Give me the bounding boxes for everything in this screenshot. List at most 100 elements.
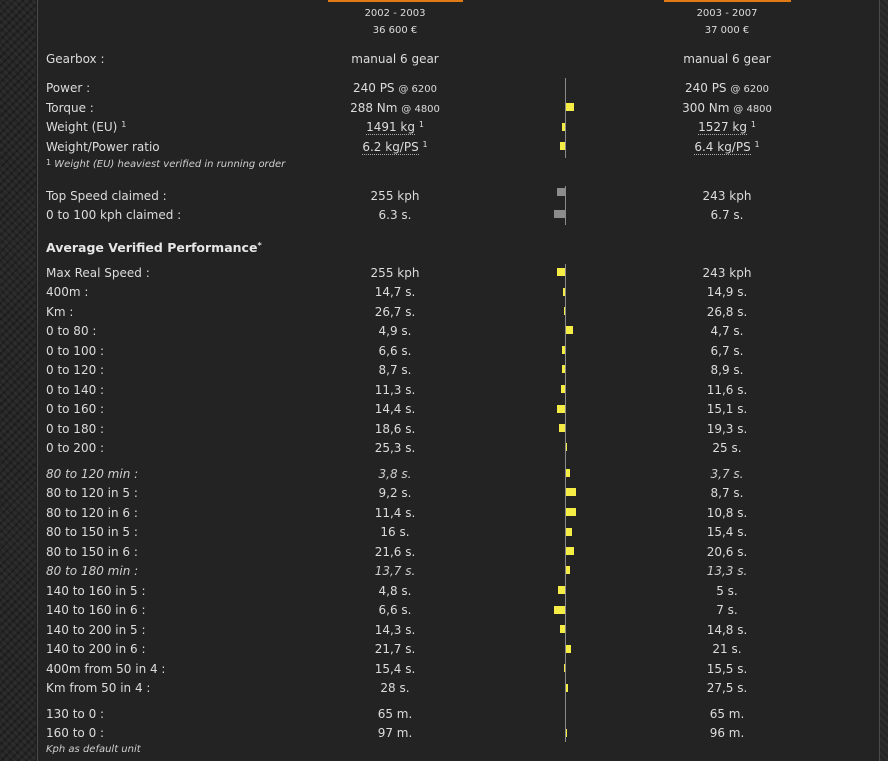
car1-performance-value: 11,4 s. (374, 506, 416, 520)
car2-torque-rpm: @ 4800 (733, 104, 772, 115)
car2-performance-value: 3,7 s. (710, 467, 744, 481)
car1-ratio[interactable]: 6.2 kg/PS 1 (310, 140, 480, 155)
performance-row-label: 0 to 200 : (46, 441, 105, 455)
performance-row-label: 80 to 120 min : (46, 467, 139, 481)
car2-ratio-value[interactable]: 6.4 kg/PS (694, 140, 751, 155)
car1-performance-value: 4,8 s. (378, 584, 412, 598)
car2-torque-value: 300 Nm (682, 101, 730, 115)
car1-performance-value: 28 s. (380, 681, 410, 695)
performance-row-label: 400m : (46, 285, 89, 299)
car1-performance-value: 13,7 s. (374, 564, 416, 578)
braking-row-label: 160 to 0 : (46, 726, 105, 740)
car2-performance-value: 19,3 s. (706, 422, 748, 436)
car1-performance-value: 18,6 s. (374, 422, 416, 436)
footnote-mark: 1 (46, 158, 52, 167)
performance-row-label: 80 to 150 in 6 : (46, 545, 138, 559)
car2-power: 240 PS @ 6200 (642, 81, 812, 97)
car2-performance-value: 20,6 s. (706, 545, 748, 559)
performance-row-label: 140 to 160 in 6 : (46, 603, 146, 617)
car2-accel-claimed: 6.7 s. (710, 208, 744, 222)
car1-power-value: 240 PS (352, 81, 395, 95)
comparison-bar (564, 307, 565, 315)
comparison-bar (562, 346, 565, 354)
performance-row-label: 80 to 120 in 6 : (46, 506, 138, 520)
car2-weight-note-mark: 1 (750, 120, 756, 129)
performance-row-label: 0 to 160 : (46, 402, 105, 416)
car2-price: 37 000 € (704, 25, 750, 36)
car2-gearbox: manual 6 gear (683, 52, 771, 66)
power-label: Power : (46, 81, 91, 95)
car1-weight-value[interactable]: 1491 kg (366, 120, 415, 135)
comparison-bar (554, 210, 565, 218)
weight-note-mark: 1 (121, 120, 127, 129)
braking-row-label: 130 to 0 : (46, 707, 105, 721)
car2-performance-value: 8,9 s. (710, 363, 744, 377)
performance-title-mark: * (257, 241, 262, 250)
comparison-bar (563, 288, 565, 296)
car1-performance-value: 3,8 s. (378, 467, 412, 481)
car2-performance-value: 14,8 s. (706, 623, 748, 637)
car1-accel-claimed: 6.3 s. (378, 208, 412, 222)
car1-performance-value: 16 s. (380, 525, 410, 539)
performance-row-label: 140 to 200 in 6 : (46, 642, 146, 656)
comparison-bar (561, 385, 565, 393)
weight-label: Weight (EU) 1 (46, 120, 126, 134)
comparison-bar (562, 123, 565, 131)
comparison-bar (562, 365, 565, 373)
car2-top-speed-claimed: 243 kph (702, 189, 752, 203)
car2-performance-value: 15,4 s. (706, 525, 748, 539)
car2-performance-value: 14,9 s. (706, 285, 748, 299)
performance-row-label: 400m from 50 in 4 : (46, 662, 166, 676)
comparison-bar (566, 684, 568, 692)
comparison-bar (566, 103, 574, 111)
car2-braking-value: 65 m. (709, 707, 745, 721)
car1-power-rpm: @ 6200 (398, 84, 438, 95)
comparison-bar (566, 326, 573, 334)
car2-braking-value: 96 m. (709, 726, 745, 740)
car2-performance-value: 26,8 s. (706, 305, 748, 319)
gearbox-label: Gearbox : (46, 52, 105, 66)
performance-row-label: 80 to 180 min : (46, 564, 139, 578)
performance-row-label: 140 to 200 in 5 : (46, 623, 146, 637)
performance-row-label: Max Real Speed : (46, 266, 150, 280)
car2-weight[interactable]: 1527 kg 1 (642, 120, 812, 135)
performance-row-label: 0 to 120 : (46, 363, 105, 377)
comparison-bar (566, 547, 574, 555)
car1-performance-value: 255 kph (370, 266, 420, 280)
performance-row-label: 80 to 120 in 5 : (46, 486, 138, 500)
performance-title: Average Verified Performance* (46, 241, 262, 255)
car2-header-accent (664, 0, 791, 2)
car1-performance-value: 6,6 s. (378, 344, 412, 358)
car2-performance-value: 5 s. (716, 584, 738, 598)
car2-years: 2003 - 2007 (696, 8, 758, 19)
car2-weight-value[interactable]: 1527 kg (698, 120, 747, 135)
car2-ratio[interactable]: 6.4 kg/PS 1 (642, 140, 812, 155)
performance-row-label: 0 to 180 : (46, 422, 105, 436)
weight-label-text: Weight (EU) (46, 120, 118, 134)
car2-performance-value: 10,8 s. (706, 506, 748, 520)
performance-row-label: 80 to 150 in 5 : (46, 525, 138, 539)
comparison-axis-specs (565, 78, 566, 158)
comparison-axis-performance (565, 264, 566, 742)
car2-performance-value: 8,7 s. (710, 486, 744, 500)
car1-weight[interactable]: 1491 kg 1 (310, 120, 480, 135)
car1-power: 240 PS @ 6200 (310, 81, 480, 97)
car2-performance-value: 21 s. (712, 642, 742, 656)
car1-performance-value: 15,4 s. (374, 662, 416, 676)
comparison-bar (557, 188, 565, 196)
car1-torque-rpm: @ 4800 (401, 104, 440, 115)
ratio-label: Weight/Power ratio (46, 140, 160, 154)
footnote-text: Weight (EU) heaviest verified in running… (54, 159, 286, 170)
comparison-axis-claimed (565, 186, 566, 225)
comparison-bar (557, 405, 565, 413)
car2-performance-value: 4,7 s. (710, 324, 744, 338)
car1-performance-value: 21,6 s. (374, 545, 416, 559)
car1-ratio-value[interactable]: 6.2 kg/PS (362, 140, 419, 155)
car1-performance-value: 4,9 s. (378, 324, 412, 338)
car2-power-value: 240 PS (684, 81, 727, 95)
car1-weight-note-mark: 1 (418, 120, 424, 129)
car1-header-accent (328, 0, 463, 2)
car1-performance-value: 9,2 s. (378, 486, 412, 500)
car1-performance-value: 26,7 s. (374, 305, 416, 319)
comparison-bar (559, 424, 565, 432)
